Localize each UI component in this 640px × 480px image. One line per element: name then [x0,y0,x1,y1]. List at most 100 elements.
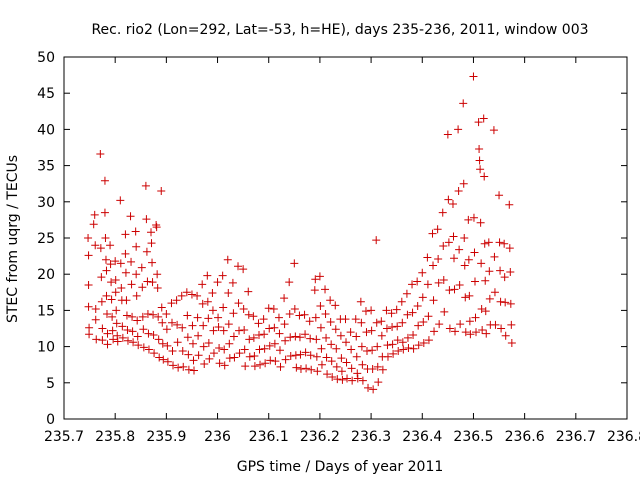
data-point [328,373,337,382]
data-point [121,249,130,258]
data-point [245,352,254,361]
y-tick-label: 45 [37,86,55,102]
data-point [144,345,153,354]
data-point [292,363,301,372]
data-point [286,333,295,342]
data-point [235,349,244,358]
data-point [373,362,382,371]
data-point [147,228,156,237]
data-point [219,326,228,335]
data-point [84,281,93,290]
data-point [179,362,188,371]
data-point [424,336,433,345]
data-point [306,334,315,343]
data-point [315,272,324,281]
data-point [454,125,463,134]
data-point [214,323,223,332]
y-tick-label: 25 [37,231,55,247]
data-point [142,247,151,256]
data-point [332,344,341,353]
data-point [220,361,229,370]
y-tick-label: 40 [37,122,55,138]
data-point [235,326,244,335]
data-point [500,239,509,248]
data-point [295,311,304,320]
data-point [215,359,224,368]
data-point [480,239,489,248]
data-point [450,254,459,263]
data-point [250,352,259,361]
data-point [438,208,447,217]
data-point [102,291,111,300]
data-point [111,288,120,297]
data-point [203,297,212,306]
data-point [158,339,167,348]
data-point [188,339,197,348]
data-point [111,257,120,266]
data-point [372,318,381,327]
data-point [168,346,177,355]
data-point [143,277,152,286]
data-point [296,365,305,374]
x-tick-label: 236 [204,429,231,445]
data-point [305,317,314,326]
x-tick-label: 236.3 [351,429,391,445]
data-point [331,325,340,334]
data-point [343,374,352,383]
data-point [490,288,499,297]
data-point [332,362,341,371]
data-point [128,327,137,336]
y-tick-label: 0 [46,412,55,428]
data-point [450,285,459,294]
data-point [460,261,469,270]
data-point [205,354,214,363]
data-point [480,172,489,181]
data-points [84,72,516,394]
data-point [461,293,470,302]
data-point [96,244,105,253]
x-tick-label: 236.2 [300,429,340,445]
data-point [484,238,493,247]
data-point [291,332,300,341]
data-point [362,346,371,355]
data-point [285,278,294,287]
data-point [275,346,284,355]
data-point [244,310,253,319]
data-point [317,360,326,369]
x-tick-label: 236.1 [249,429,289,445]
data-point [194,351,203,360]
data-point [373,342,382,351]
y-tick-label: 50 [37,50,55,66]
x-tick-label: 235.7 [44,429,84,445]
data-point [507,338,516,347]
x-tick-label: 236.7 [556,429,596,445]
data-point [260,330,269,339]
data-point [461,328,470,337]
data-point [456,320,465,329]
data-point [413,277,422,286]
data-point [382,306,391,315]
data-point [173,320,182,329]
data-point [188,321,197,330]
data-point [153,283,162,292]
data-point [240,325,249,334]
data-point [368,365,377,374]
data-point [127,280,136,289]
data-point [275,329,284,338]
plot-border [63,56,628,420]
data-point [430,327,439,336]
data-point [311,313,320,322]
data-point [444,238,453,247]
data-point [429,261,438,270]
data-point [383,341,392,350]
data-point [149,310,158,319]
data-point [306,351,315,360]
data-point [150,349,159,358]
data-point [327,357,336,366]
data-point [501,331,510,340]
data-point [449,232,458,241]
data-point [118,322,127,331]
data-point [260,344,269,353]
x-tick-label: 236.5 [453,429,493,445]
data-point [239,265,248,274]
